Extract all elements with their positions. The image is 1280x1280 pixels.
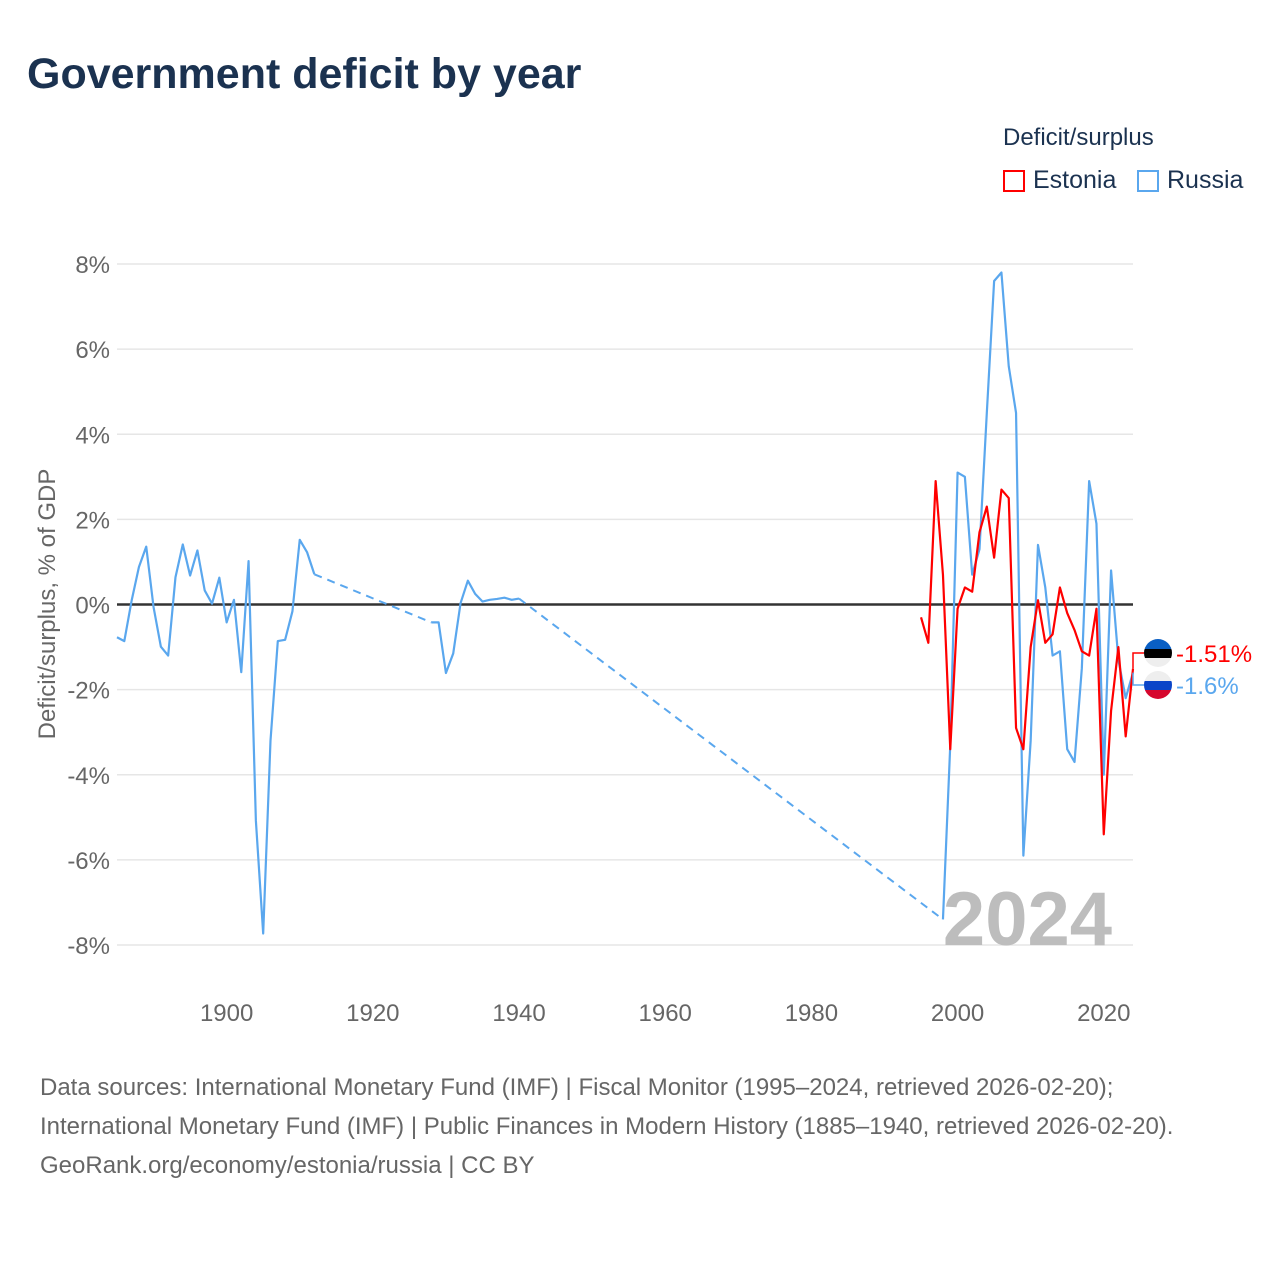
legend-item-estonia[interactable]: Estonia xyxy=(1003,166,1116,195)
estonia-flag-icon xyxy=(1144,639,1172,667)
russia-flag-icon xyxy=(1144,671,1172,699)
y-tick-label: 8% xyxy=(75,252,110,279)
x-tick-label: 2000 xyxy=(931,1000,984,1027)
russia-end-label: -1.6% xyxy=(1176,673,1239,700)
legend-title: Deficit/surplus xyxy=(1003,124,1154,151)
y-tick-label: -2% xyxy=(67,678,110,705)
series-line-estonia xyxy=(919,479,1135,836)
estonia-end-label: -1.51% xyxy=(1176,641,1252,668)
series-gap-russia xyxy=(313,573,432,624)
series-gap-russia xyxy=(518,597,944,921)
x-tick-label: 1940 xyxy=(492,1000,545,1027)
legend-label-estonia: Estonia xyxy=(1033,166,1117,194)
footer: Data sources: International Monetary Fun… xyxy=(40,1068,1240,1185)
x-tick-label: 1900 xyxy=(200,1000,253,1027)
y-tick-label: -8% xyxy=(67,933,110,960)
russia-label-connector xyxy=(1132,672,1144,686)
x-tick-label: 1980 xyxy=(785,1000,838,1027)
legend-label-russia: Russia xyxy=(1167,166,1244,194)
y-axis-label: Deficit/surplus, % of GDP xyxy=(34,469,61,740)
legend-swatch-russia xyxy=(1137,169,1159,192)
year-label: 2024 xyxy=(943,877,1112,962)
y-tick-label: 0% xyxy=(75,593,110,620)
y-tick-label: -4% xyxy=(67,763,110,790)
y-tick-label: 4% xyxy=(75,422,110,449)
x-tick-label: 2020 xyxy=(1077,1000,1130,1027)
chart-svg: 8% 6% 4% 2% 0% -2% -4% -6% -8% 1900 1920 1940 1960 19… xyxy=(34,252,1252,1027)
legend-item-russia[interactable]: Russia xyxy=(1137,166,1243,195)
y-tick-label: 6% xyxy=(75,337,110,364)
estonia-label-connector xyxy=(1132,652,1144,669)
y-tick-label: -6% xyxy=(67,848,110,875)
y-tick-label: 2% xyxy=(75,507,110,534)
x-tick-label: 1920 xyxy=(346,1000,399,1027)
x-tick-label: 1960 xyxy=(639,1000,692,1027)
credit-link[interactable]: GeoRank.org/economy/estonia/russia | CC … xyxy=(40,1152,535,1179)
series-line-russia xyxy=(116,271,1135,935)
data-sources: Data sources: International Monetary Fun… xyxy=(40,1074,1174,1140)
chart-title: Government deficit by year xyxy=(27,50,582,98)
legend-swatch-estonia xyxy=(1003,169,1025,192)
